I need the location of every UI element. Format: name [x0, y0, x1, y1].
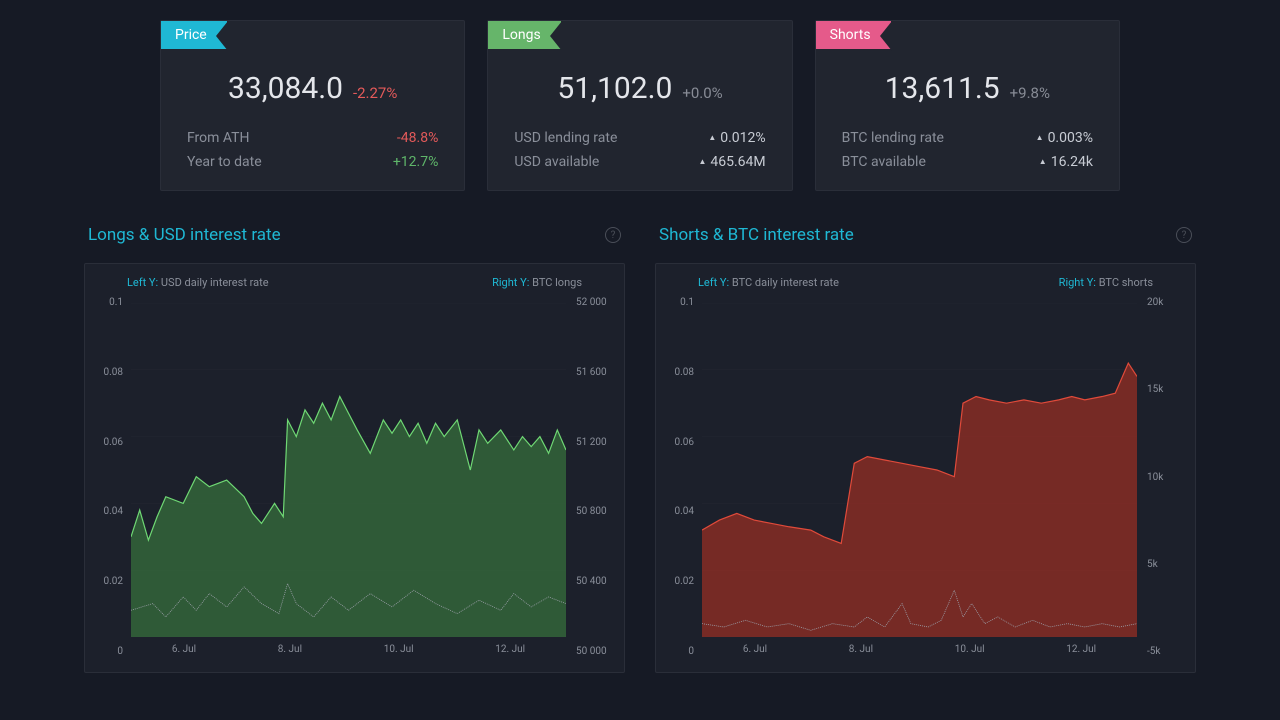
longs-chart-panel: Longs & USD interest rate ? Left Y: USD …	[84, 225, 625, 673]
shorts-card: Shorts 13,611.5 +9.8% BTC lending rate 0…	[815, 20, 1120, 191]
price-card: Price 33,084.0 -2.27% From ATH -48.8% Ye…	[160, 20, 465, 191]
detail-label: Year to date	[187, 150, 262, 174]
chart-title: Shorts & BTC interest rate	[659, 225, 854, 245]
right-axis-label: Right Y: BTC shorts	[1059, 276, 1153, 289]
shorts-chart-panel: Shorts & BTC interest rate ? Left Y: BTC…	[655, 225, 1196, 673]
detail-value: 0.012%	[708, 126, 765, 150]
detail-row: USD lending rate 0.012%	[514, 126, 765, 150]
detail-row: BTC lending rate 0.003%	[842, 126, 1093, 150]
detail-value: +12.7%	[393, 150, 439, 174]
chart-header: Shorts & BTC interest rate ?	[655, 225, 1196, 245]
shorts-details: BTC lending rate 0.003% BTC available 16…	[816, 126, 1119, 174]
y-ticks-right: 52 00051 60051 20050 80050 40050 000	[572, 297, 616, 657]
x-ticks: 6. Jul8. Jul10. Jul12. Jul	[131, 644, 566, 655]
plot-area	[702, 303, 1137, 637]
axis-labels: Left Y: BTC daily interest rate Right Y:…	[656, 276, 1195, 289]
detail-row: USD available 465.64M	[514, 150, 765, 174]
plot-wrap: 0.10.080.060.040.020 52 00051 60051 2005…	[93, 297, 616, 657]
price-details: From ATH -48.8% Year to date +12.7%	[161, 126, 464, 174]
shorts-tag: Shorts	[816, 21, 891, 49]
shorts-change: +9.8%	[1010, 84, 1050, 102]
help-icon[interactable]: ?	[605, 227, 621, 243]
longs-chart-svg	[131, 303, 566, 637]
price-value: 33,084.0	[228, 71, 343, 106]
help-icon[interactable]: ?	[1176, 227, 1192, 243]
y-ticks-right: 20k15k10k5k-5k	[1143, 297, 1187, 657]
longs-card: Longs 51,102.0 +0.0% USD lending rate 0.…	[487, 20, 792, 191]
detail-row: Year to date +12.7%	[187, 150, 438, 174]
right-axis-label: Right Y: BTC longs	[492, 276, 582, 289]
longs-value: 51,102.0	[557, 71, 672, 106]
detail-value: 16.24k	[1039, 150, 1093, 174]
summary-cards-row: Price 33,084.0 -2.27% From ATH -48.8% Ye…	[0, 0, 1280, 191]
shorts-value: 13,611.5	[885, 71, 1000, 106]
chart-title: Longs & USD interest rate	[88, 225, 281, 245]
longs-change: +0.0%	[682, 84, 722, 102]
detail-label: USD available	[514, 150, 599, 174]
price-main: 33,084.0 -2.27%	[161, 71, 464, 106]
left-axis-label: Left Y: USD daily interest rate	[127, 276, 269, 289]
x-ticks: 6. Jul8. Jul10. Jul12. Jul	[702, 644, 1137, 655]
y-ticks-left: 0.10.080.060.040.020	[664, 297, 698, 657]
y-ticks-left: 0.10.080.060.040.020	[93, 297, 127, 657]
detail-label: BTC lending rate	[842, 126, 944, 150]
detail-label: USD lending rate	[514, 126, 617, 150]
detail-row: From ATH -48.8%	[187, 126, 438, 150]
longs-main: 51,102.0 +0.0%	[488, 71, 791, 106]
plot-wrap: 0.10.080.060.040.020 20k15k10k5k-5k 6. J…	[664, 297, 1187, 657]
price-change: -2.27%	[353, 84, 397, 102]
longs-details: USD lending rate 0.012% USD available 46…	[488, 126, 791, 174]
detail-label: From ATH	[187, 126, 250, 150]
left-axis-label: Left Y: BTC daily interest rate	[698, 276, 839, 289]
detail-value: 0.003%	[1036, 126, 1093, 150]
detail-label: BTC available	[842, 150, 926, 174]
detail-value: 465.64M	[698, 150, 765, 174]
charts-row: Longs & USD interest rate ? Left Y: USD …	[0, 191, 1280, 673]
detail-value: -48.8%	[397, 126, 438, 150]
price-tag: Price	[161, 21, 227, 49]
chart-header: Longs & USD interest rate ?	[84, 225, 625, 245]
shorts-chart-box: Left Y: BTC daily interest rate Right Y:…	[655, 263, 1196, 673]
longs-chart-box: Left Y: USD daily interest rate Right Y:…	[84, 263, 625, 673]
longs-tag: Longs	[488, 21, 560, 49]
axis-labels: Left Y: USD daily interest rate Right Y:…	[85, 276, 624, 289]
shorts-chart-svg	[702, 303, 1137, 637]
plot-area	[131, 303, 566, 637]
shorts-main: 13,611.5 +9.8%	[816, 71, 1119, 106]
detail-row: BTC available 16.24k	[842, 150, 1093, 174]
